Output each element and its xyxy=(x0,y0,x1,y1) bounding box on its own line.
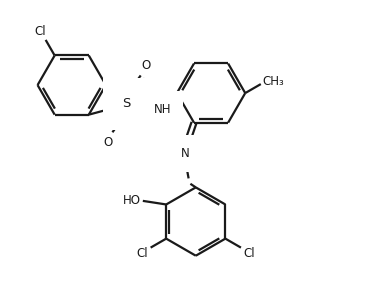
Text: CH₃: CH₃ xyxy=(262,75,284,88)
Text: HO: HO xyxy=(123,194,141,207)
Text: Cl: Cl xyxy=(244,247,255,260)
Text: O: O xyxy=(141,59,150,72)
Text: N: N xyxy=(181,147,189,160)
Text: Cl: Cl xyxy=(35,25,47,38)
Text: Cl: Cl xyxy=(136,247,148,260)
Text: NH: NH xyxy=(154,103,171,116)
Text: S: S xyxy=(122,97,131,110)
Text: O: O xyxy=(103,136,112,149)
